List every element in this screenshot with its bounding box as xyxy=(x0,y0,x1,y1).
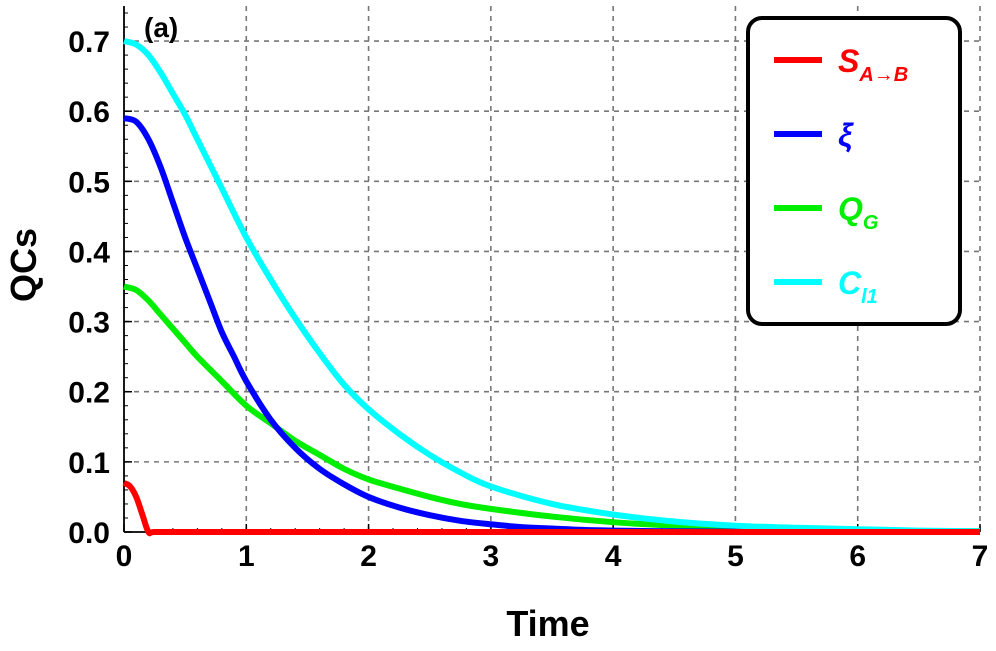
x-axis-title: Time xyxy=(506,603,589,644)
x-tick-label: 3 xyxy=(483,540,500,573)
series-line-3 xyxy=(123,38,981,535)
legend-label-main: Q xyxy=(838,191,863,227)
y-tick-label: 0.2 xyxy=(68,377,110,410)
y-tick-label: 0.6 xyxy=(68,96,110,129)
series-line-0 xyxy=(122,480,980,537)
y-tick-label: 0.7 xyxy=(68,26,110,59)
x-tick-label: 2 xyxy=(360,540,377,573)
legend-label-1: ξ xyxy=(838,117,854,153)
y-tick-label: 0.0 xyxy=(68,517,110,550)
legend-label-subscript: l1 xyxy=(861,286,878,308)
x-tick-label: 0 xyxy=(116,540,133,573)
legend-label-main: S xyxy=(838,43,860,79)
x-tick-label: 6 xyxy=(849,540,866,573)
x-tick-label: 1 xyxy=(238,540,255,573)
y-tick-label: 0.3 xyxy=(68,307,110,340)
legend-label-subscript: A→B xyxy=(858,64,908,86)
y-axis-title: QCs xyxy=(3,228,44,302)
legend-label-0: SA→B xyxy=(838,43,908,86)
legend-label-main: ξ xyxy=(838,117,854,153)
x-tick-label: 5 xyxy=(727,540,744,573)
y-tick-label: 0.5 xyxy=(68,166,110,199)
series-group xyxy=(122,38,981,537)
tick-labels: 0 1 2 3 4 5 6 7 0.0 0.1 0.2 0.3 0.4 0.5 0.6 0.7 xyxy=(68,26,988,573)
legend-box xyxy=(746,16,962,326)
x-tick-label: 4 xyxy=(605,540,622,573)
legend-label-2: QG xyxy=(838,191,878,234)
panel-label: (a) xyxy=(144,12,178,43)
y-tick-label: 0.1 xyxy=(68,447,110,480)
legend-label-subscript: G xyxy=(863,212,879,234)
y-tick-label: 0.4 xyxy=(68,236,110,269)
legend-label-main: C xyxy=(838,265,862,301)
legend-label-3: Cl1 xyxy=(838,265,878,308)
x-tick-label: 7 xyxy=(972,540,989,573)
legend: SA→B ξ QG Cl1 xyxy=(746,16,962,326)
